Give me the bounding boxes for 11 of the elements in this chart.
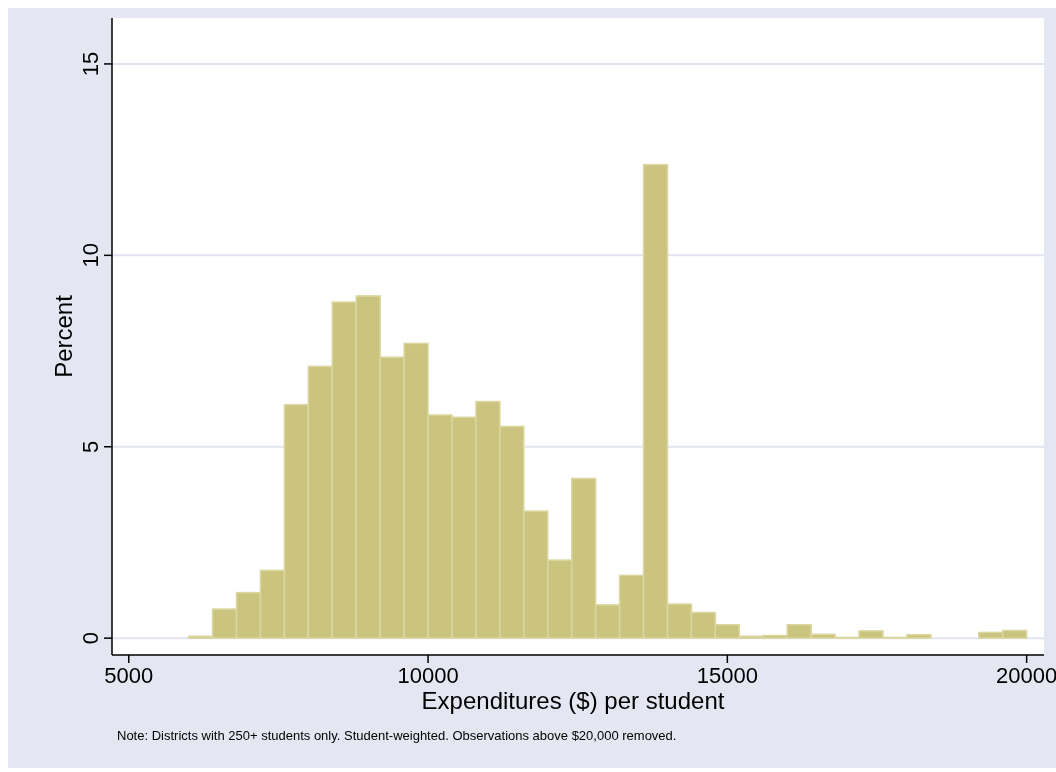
y-tick-label: 0	[78, 632, 103, 645]
x-tick-label: 10000	[397, 663, 459, 688]
x-tick-label: 20000	[996, 663, 1056, 688]
y-axis-title: Percent	[50, 294, 77, 378]
y-tick-label: 15	[78, 51, 103, 77]
y-tick-label: 10	[78, 243, 103, 268]
y-tick-label: 5	[78, 440, 103, 453]
x-tick-label: 5000	[104, 663, 154, 688]
x-tick-label: 15000	[696, 663, 758, 688]
x-axis-title: Expenditures ($) per student	[421, 687, 725, 714]
text: Note: Districts with 250+ students only. Student-weighted. Observations above $20,000 removed.	[117, 728, 677, 743]
